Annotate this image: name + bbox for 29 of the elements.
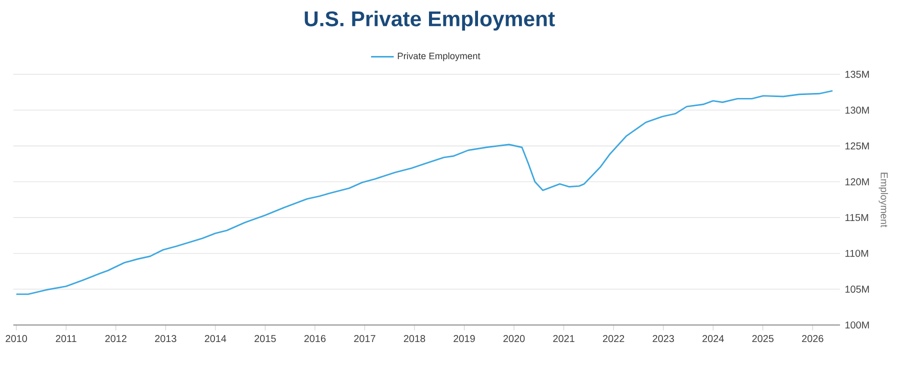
y-tick-label: 100M — [845, 321, 869, 329]
x-tick-label: 2023 — [652, 335, 674, 342]
y-tick-label: 135M — [845, 70, 869, 78]
x-tick-label: 2010 — [6, 335, 27, 342]
x-tick-label: 2016 — [304, 335, 326, 342]
x-tick-label: 2014 — [204, 335, 226, 342]
y-tick-label: 120M — [845, 178, 869, 186]
x-tick-label: 2021 — [553, 335, 574, 342]
x-tick-label: 2017 — [354, 335, 376, 342]
x-tick-label: 2013 — [155, 335, 176, 342]
y-axis-title: Employment — [878, 172, 888, 228]
y-tick-label: 125M — [845, 142, 869, 150]
x-tick-label: 2022 — [602, 335, 624, 342]
x-tick-label: 2025 — [752, 335, 774, 342]
y-tick-label: 110M — [845, 250, 868, 257]
x-tick-label: 2019 — [454, 335, 475, 342]
y-tick-label: 130M — [845, 106, 869, 114]
x-tick-label: 2015 — [254, 335, 276, 342]
x-tick-label: 2012 — [105, 335, 126, 342]
line-series — [16, 90, 834, 295]
chart-title: U.S. Private Employment — [304, 10, 555, 31]
x-tick-label: 2018 — [404, 335, 426, 342]
x-tick-label: 2011 — [56, 335, 76, 342]
legend-label: Private Employment — [398, 52, 480, 62]
x-tick-label: 2024 — [702, 335, 724, 342]
x-tick-label: 2020 — [503, 335, 525, 342]
y-tick-label: 115M — [845, 214, 868, 222]
y-tick-label: 105M — [845, 286, 869, 293]
x-tick-label: 2026 — [802, 335, 824, 342]
